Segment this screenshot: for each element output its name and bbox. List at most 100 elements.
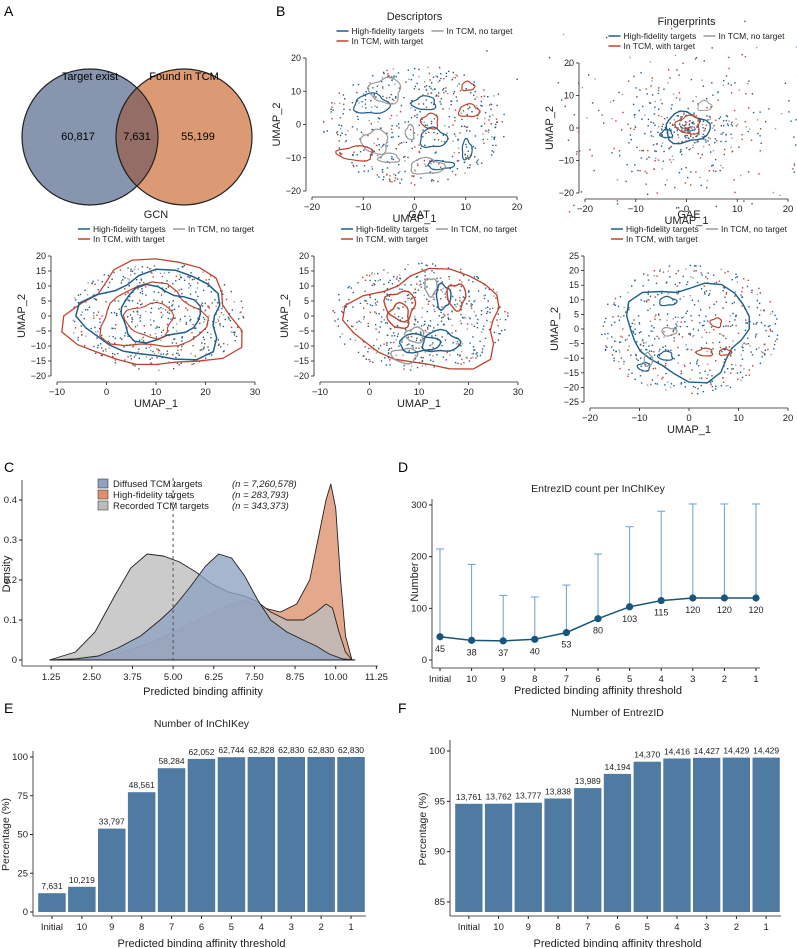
scatter-point [645, 183, 647, 185]
scatter-point [703, 60, 705, 62]
scatter-point [688, 149, 691, 151]
scatter-point [167, 317, 169, 320]
scatter-point [412, 347, 414, 349]
scatter-point [150, 349, 152, 352]
scatter-point [466, 328, 469, 330]
scatter-point [398, 308, 400, 310]
y-tick-label: 25 [17, 868, 28, 879]
scatter-point [631, 285, 633, 287]
scatter-point [426, 124, 428, 127]
scatter-point [166, 323, 169, 326]
scatter-point [692, 277, 694, 279]
scatter-point [388, 178, 391, 180]
scatter-point [153, 352, 156, 355]
scatter-point [746, 285, 749, 288]
scatter-point [428, 300, 431, 302]
scatter-point [654, 160, 656, 162]
scatter-point [160, 316, 163, 318]
scatter-point [360, 321, 362, 323]
scatter-point [628, 345, 630, 347]
scatter-point [758, 347, 760, 349]
scatter-point [705, 141, 707, 143]
scatter-point [380, 316, 383, 318]
scatter-point [374, 302, 377, 304]
scatter-point [387, 349, 390, 351]
scatter-point [238, 318, 240, 320]
x-tick-label: 8 [555, 922, 560, 933]
scatter-point [390, 136, 393, 138]
scatter-point [606, 346, 608, 348]
scatter-point [131, 317, 133, 319]
umap-title: GAT [408, 209, 430, 221]
scatter-point [432, 304, 434, 306]
scatter-point [411, 308, 413, 310]
scatter-point [330, 108, 332, 110]
scatter-point [80, 325, 82, 327]
scatter-point [408, 78, 410, 80]
scatter-point [141, 288, 143, 290]
scatter-point [432, 360, 434, 363]
scatter-point [149, 319, 151, 321]
scatter-point [414, 354, 417, 356]
scatter-point [691, 392, 693, 395]
contour-hf [120, 283, 202, 344]
scatter-point [737, 378, 739, 381]
scatter-point [646, 348, 648, 351]
scatter-point [135, 354, 137, 356]
y-tick-label: 0 [296, 120, 301, 130]
scatter-point [100, 354, 103, 357]
scatter-point [649, 101, 651, 104]
scatter-point [690, 134, 692, 136]
scatter-point [373, 283, 375, 285]
scatter-point [727, 384, 729, 387]
scatter-point [483, 295, 485, 297]
scatter-point [709, 138, 712, 140]
scatter-point [455, 330, 457, 332]
scatter-point [462, 317, 464, 319]
scatter-point [158, 308, 160, 310]
bar-data-label: 58,284 [159, 756, 185, 766]
scatter-point [386, 293, 388, 295]
scatter-point [356, 128, 358, 131]
scatter-point [453, 133, 456, 135]
scatter-point [440, 73, 442, 75]
scatter-point [130, 355, 132, 357]
scatter-point [421, 307, 424, 309]
scatter-point [476, 355, 479, 357]
scatter-point [635, 87, 637, 89]
scatter-point [457, 159, 460, 162]
scatter-point [180, 288, 183, 290]
scatter-point [411, 345, 413, 347]
scatter-point [695, 141, 697, 144]
scatter-point [341, 153, 343, 155]
bar-data-label: 62,830 [308, 745, 334, 755]
scatter-point [217, 339, 219, 341]
scatter-point [338, 299, 340, 301]
scatter-point [418, 347, 420, 349]
scatter-point [459, 279, 461, 281]
scatter-point [77, 294, 80, 296]
scatter-point [382, 87, 384, 90]
scatter-point [683, 129, 686, 132]
scatter-point [659, 268, 661, 271]
contour-cluster [419, 112, 439, 130]
scatter-point [706, 277, 709, 280]
scatter-point [175, 330, 178, 332]
scatter-point [180, 362, 182, 364]
scatter-point [410, 298, 412, 301]
scatter-point [396, 325, 398, 327]
scatter-point [426, 326, 429, 328]
scatter-point [447, 313, 449, 316]
scatter-point [424, 124, 427, 126]
scatter-point [672, 318, 674, 320]
scatter-point [697, 103, 699, 105]
scatter-point [461, 125, 463, 127]
scatter-point [454, 109, 457, 111]
panel-label-c: C [4, 459, 14, 475]
scatter-point [394, 174, 397, 176]
scatter-point [727, 82, 730, 85]
scatter-point [731, 125, 733, 127]
scatter-point [748, 306, 750, 308]
